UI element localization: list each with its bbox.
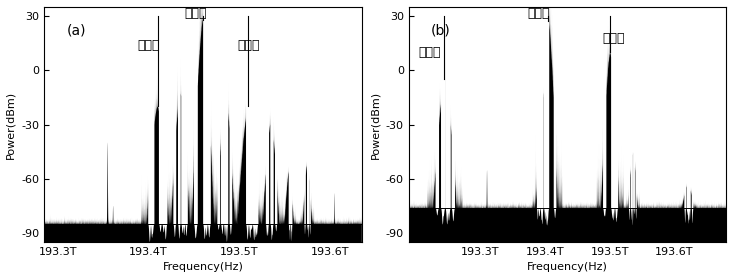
Text: (b): (b)	[431, 23, 451, 38]
Y-axis label: Power(dBm): Power(dBm)	[6, 90, 15, 158]
Text: 泵浦光: 泵浦光	[184, 7, 207, 20]
Text: (a): (a)	[67, 23, 86, 38]
Text: 转换光: 转换光	[138, 39, 160, 52]
Y-axis label: Power(dBm): Power(dBm)	[370, 90, 380, 158]
Text: 转换光: 转换光	[419, 46, 441, 59]
X-axis label: Frequency(Hz): Frequency(Hz)	[163, 262, 244, 272]
X-axis label: Frequency(Hz): Frequency(Hz)	[527, 262, 608, 272]
Text: 信号光: 信号光	[237, 39, 260, 52]
Text: 泵浦光: 泵浦光	[527, 7, 550, 20]
Text: 信号光: 信号光	[602, 32, 624, 45]
